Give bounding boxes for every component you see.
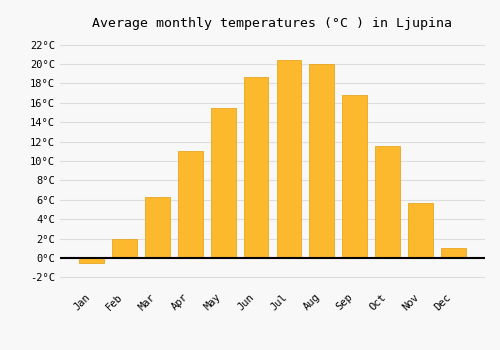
Bar <box>441 248 466 258</box>
Bar <box>211 108 236 258</box>
Bar <box>276 60 301 258</box>
Bar <box>310 64 334 258</box>
Bar <box>80 258 104 263</box>
Bar <box>244 77 268 258</box>
Bar <box>342 95 367 258</box>
Title: Average monthly temperatures (°C ) in Ljupina: Average monthly temperatures (°C ) in Lj… <box>92 17 452 30</box>
Bar <box>408 203 433 258</box>
Bar <box>178 151 203 258</box>
Bar <box>145 197 170 258</box>
Bar <box>112 239 137 258</box>
Bar <box>376 146 400 258</box>
